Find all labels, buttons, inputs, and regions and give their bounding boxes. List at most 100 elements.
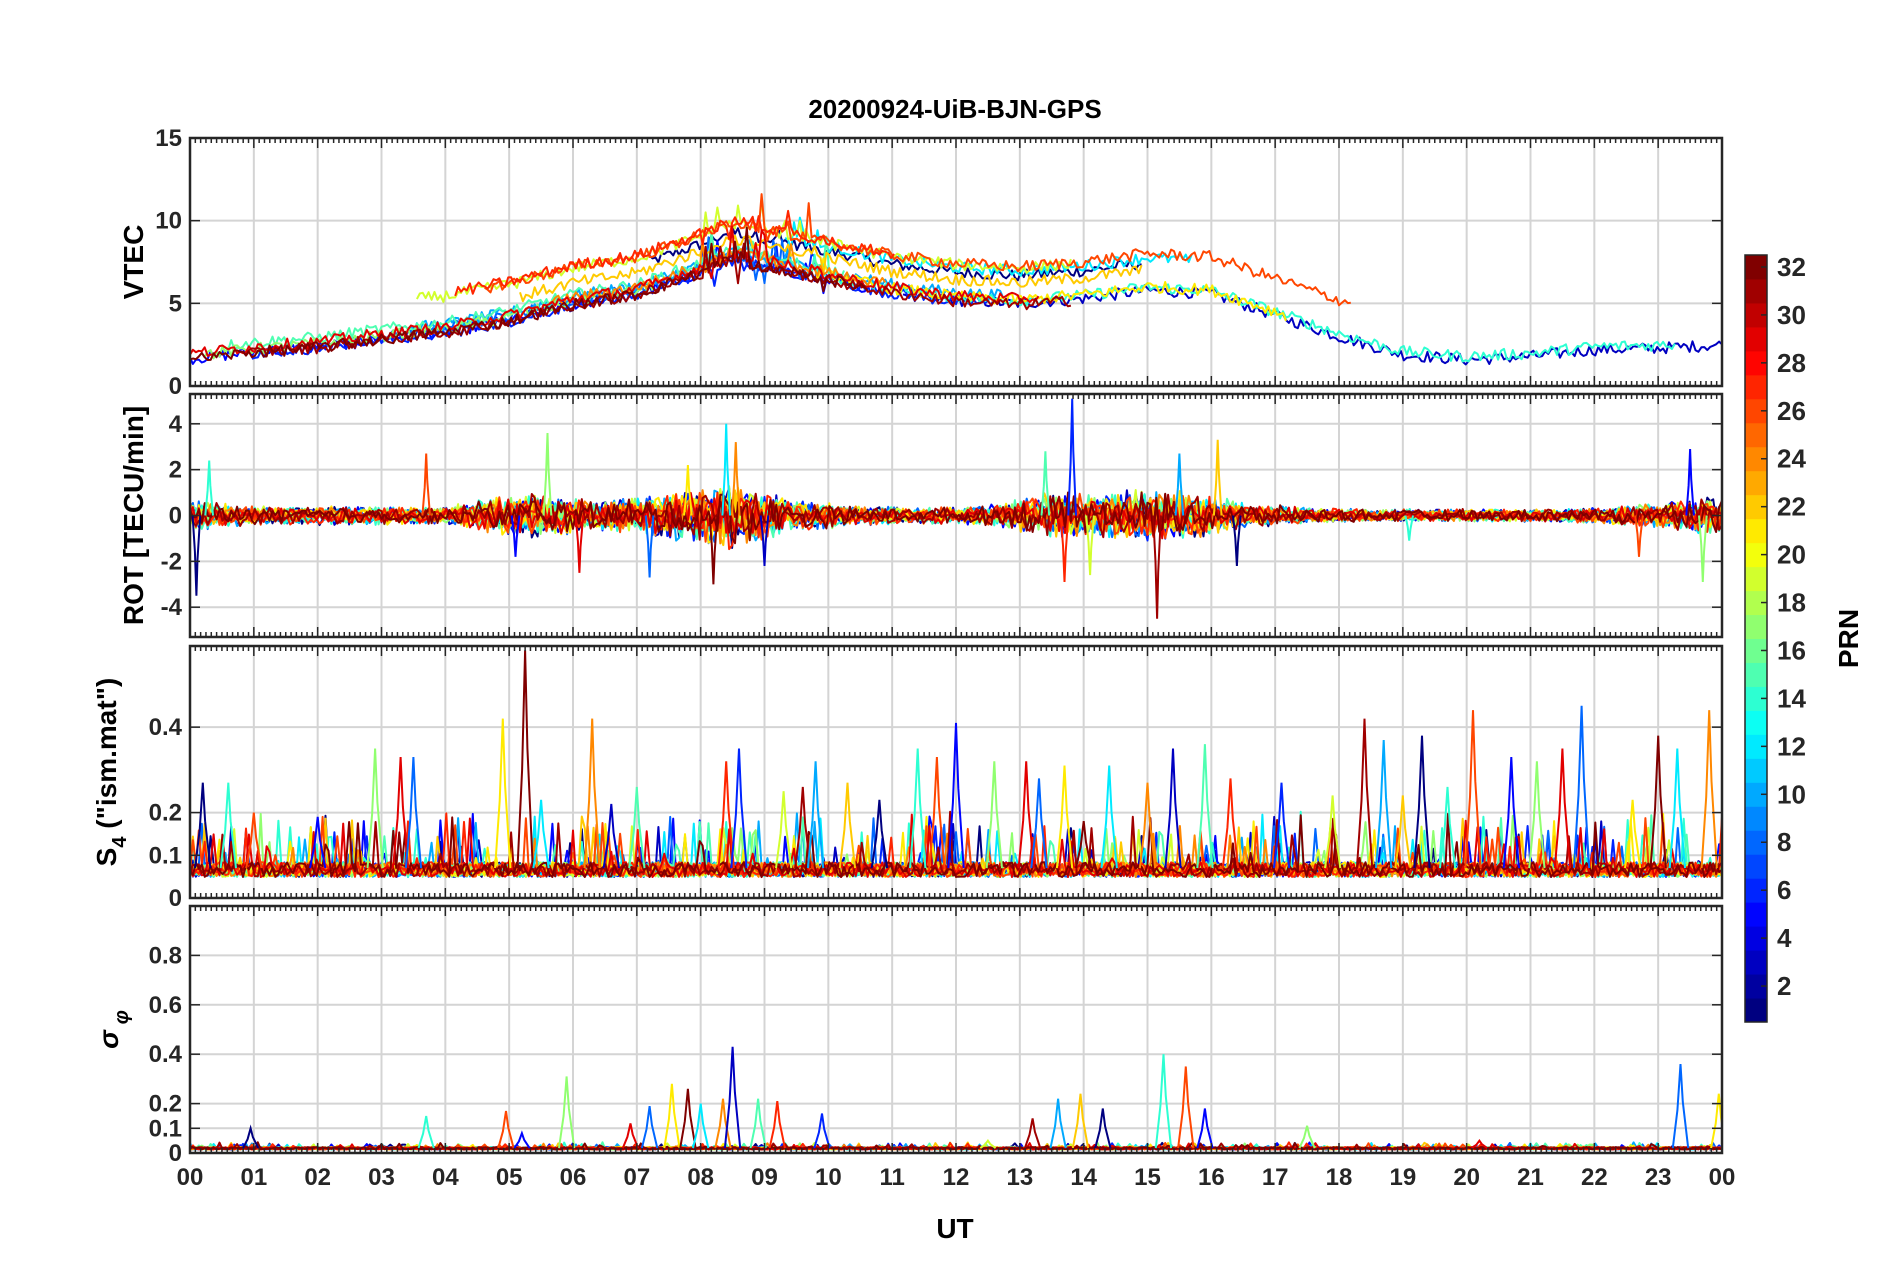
series-prn-32 [190,226,869,361]
event-spike [628,786,646,869]
colorbar-cell [1745,255,1767,280]
event-spike [1138,782,1157,869]
colorbar-cell [1745,686,1767,711]
event-spike [1152,515,1162,619]
colorbar-cell [1745,902,1767,927]
event-spike [1324,795,1342,869]
colorbar-cell [1745,830,1767,855]
event-spike [366,748,384,869]
x-tick-label: 09 [751,1164,778,1191]
series-prn-31 [190,810,1722,879]
event-spike [708,515,719,585]
event-spike [1698,515,1708,583]
event-spike [794,786,812,869]
series-prn-27 [454,209,895,297]
y-tick-label: 10 [155,208,182,235]
y-ticks: 0 5 10 15 [155,125,1722,400]
event-spike [1502,757,1520,869]
event-spike [1154,1054,1173,1149]
colorbar-tick-label: 8 [1777,827,1791,857]
series-prn-29 [190,225,1040,357]
event-spike [404,757,423,869]
colorbar-cell [1745,974,1767,999]
x-tick-label: 06 [560,1164,587,1191]
y-ticks: -4 -2 0 2 4 [161,411,1722,621]
colorbar-cell [1745,494,1767,520]
event-spike [1413,735,1431,869]
x-ticks [189,646,1723,898]
panel-vtec: 0 5 10 15 VTEC [118,125,1724,400]
event-spike [1624,799,1642,869]
event-spike [1196,744,1214,869]
y-axis-label: S4 ("ism.mat") [91,678,131,867]
event-spike [510,515,521,557]
event-spike [806,761,825,869]
event-spike [768,1100,786,1149]
x-ticks [189,394,1723,637]
colorbar-label: PRN [1833,609,1864,668]
event-spike [663,1083,681,1149]
event-spike [1071,1093,1090,1149]
y-tick-label: 4 [169,411,183,438]
y-tick-label: 0.4 [149,1041,183,1068]
event-spike [679,1088,697,1149]
x-tick-label: 08 [687,1164,714,1191]
x-tick-label: 19 [1389,1164,1416,1191]
x-tick-label: 14 [1070,1164,1097,1191]
x-tick-label: 16 [1198,1164,1225,1191]
event-spike [1196,1108,1214,1149]
colorbar-tick-label: 10 [1777,779,1806,809]
event-spike [583,718,601,869]
event-spike [1059,515,1070,583]
event-spike [194,782,212,869]
event-spike [1404,515,1414,541]
colorbar-cell [1745,710,1767,735]
event-spike [1174,453,1185,516]
event-spike [542,432,553,516]
event-spike [749,1098,767,1149]
event-spike [1553,748,1572,869]
colorbar-cell [1745,950,1767,975]
series-group [190,193,1722,366]
colorbar-cell [1745,638,1767,663]
event-spike [1685,448,1695,516]
event-spike [1298,1125,1316,1149]
event-spike [1668,748,1686,869]
y-tick-label: 0.6 [149,992,182,1019]
colorbar-tick-label: 30 [1777,300,1806,330]
colorbar-cell [1745,446,1767,472]
y-tick-label: -4 [161,594,183,621]
series-group [190,398,1722,619]
event-spike [1017,761,1035,869]
colorbar-frame [1744,254,1768,1023]
event-spike [909,748,927,869]
event-spike [1464,710,1482,869]
x-tick-label: 20 [1453,1164,1480,1191]
event-spike [1177,1066,1195,1149]
event-spike [204,460,214,516]
colorbar-tick-label: 16 [1777,635,1806,665]
series-group [190,650,1722,879]
panel-s4: 0 0.1 0.2 0.4 S4 ("ism.mat") [91,644,1724,912]
event-spike [1528,761,1546,869]
y-tick-label: 0 [169,885,182,912]
x-tick-label: 17 [1262,1164,1289,1191]
event-spike [723,1046,742,1149]
event-spike [1164,748,1182,869]
event-spike [1221,778,1240,869]
event-spike [1094,1108,1112,1149]
event-spike [574,515,585,573]
event-spike [1023,1118,1042,1149]
x-tick-label: 15 [1134,1164,1161,1191]
series-prn-32 [190,491,1722,545]
event-spike [1394,795,1412,869]
colorbar-tick-label: 18 [1777,588,1806,618]
x-tick-label: 23 [1645,1164,1672,1191]
event-spike [513,1130,531,1149]
series-prn-32 [190,812,1722,879]
event-spike [1049,1098,1067,1149]
colorbar-cell [1745,398,1767,424]
y-axis-label: σφ [93,1010,133,1049]
event-spike [692,1103,710,1149]
